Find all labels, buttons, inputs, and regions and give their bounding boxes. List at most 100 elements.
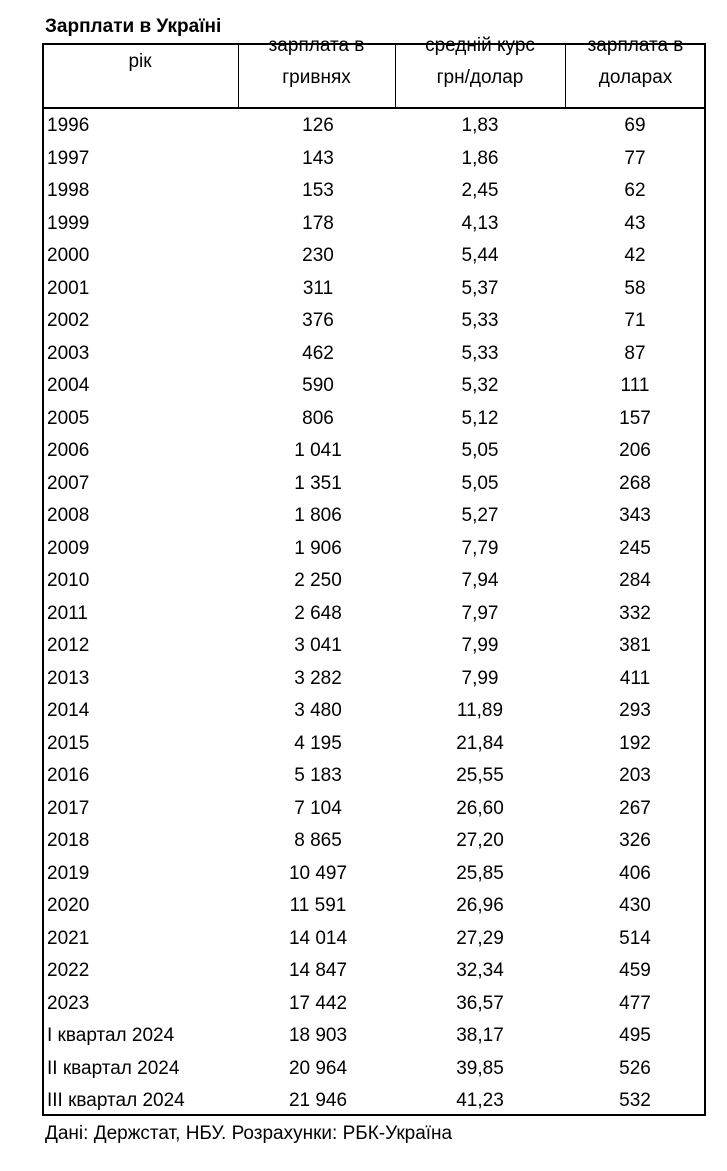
cell: 1 041 — [294, 440, 342, 461]
cell: 126 — [302, 115, 334, 136]
cell: 2009 — [47, 537, 90, 559]
cell: 5,33 — [461, 310, 499, 331]
cell: 8 865 — [294, 830, 342, 851]
cell: 2004 — [47, 375, 90, 396]
cell: 1997 — [47, 147, 90, 169]
cell: 311 — [302, 277, 334, 299]
column-divider — [238, 43, 239, 107]
cell: 2019 — [47, 862, 90, 884]
header-cell: зарплата в — [268, 35, 365, 56]
cell: II квартал 2024 — [47, 1057, 180, 1079]
cell: 26,60 — [456, 797, 504, 819]
cell: 143 — [302, 147, 334, 169]
cell: 2017 — [47, 797, 90, 819]
cell: 5,05 — [461, 440, 499, 461]
cell: 69 — [624, 115, 646, 136]
cell: 5,27 — [461, 505, 499, 526]
cell: 2005 — [47, 407, 90, 429]
cell: 326 — [619, 830, 651, 851]
cell: 111 — [620, 375, 650, 396]
cell: 495 — [619, 1025, 651, 1046]
header-divider — [42, 107, 706, 109]
title: Зарплати в Україні — [45, 16, 222, 37]
cell: 590 — [302, 375, 334, 396]
cell: 2000 — [47, 245, 90, 266]
cell: 18 903 — [288, 1025, 348, 1046]
cell: 526 — [619, 1057, 651, 1079]
cell: 10 497 — [288, 862, 348, 884]
cell: I квартал 2024 — [47, 1025, 175, 1046]
header-cell: средній курс — [425, 35, 535, 56]
cell: 58 — [624, 277, 646, 299]
cell: 36,57 — [456, 992, 504, 1014]
cell: 71 — [624, 310, 646, 331]
cell: 1 351 — [294, 472, 342, 494]
cell: 14 847 — [288, 960, 348, 981]
cell: 477 — [619, 992, 651, 1014]
cell: 2022 — [47, 960, 90, 981]
cell: 268 — [619, 472, 651, 494]
cell: 5,33 — [461, 342, 499, 364]
cell: 1998 — [47, 180, 90, 201]
cell: III квартал 2024 — [47, 1090, 185, 1111]
cell: 2 648 — [294, 602, 342, 624]
cell: 62 — [624, 180, 646, 201]
cell: 32,34 — [456, 960, 504, 981]
cell: 21 946 — [288, 1090, 348, 1111]
cell: 2012 — [47, 635, 90, 656]
cell: 2003 — [47, 342, 90, 364]
cell: 406 — [619, 862, 651, 884]
cell: 2 250 — [294, 570, 342, 591]
table-border — [42, 1114, 706, 1116]
cell: 1999 — [47, 212, 90, 234]
cell: 4,13 — [461, 212, 499, 234]
cell: 381 — [619, 635, 651, 656]
cell: 178 — [302, 212, 334, 234]
header-cell: доларах — [598, 67, 673, 88]
cell: 7,79 — [461, 537, 499, 559]
cell: 20 964 — [288, 1057, 348, 1079]
cell: 293 — [619, 700, 651, 721]
cell: 41,23 — [456, 1090, 504, 1111]
header-cell: грн/долар — [436, 67, 524, 88]
cell: 2006 — [47, 440, 90, 461]
cell: 2008 — [47, 505, 90, 526]
cell: 2011 — [47, 602, 88, 624]
cell: 5,12 — [461, 407, 499, 429]
cell: 7,94 — [461, 570, 499, 591]
cell: 157 — [619, 407, 651, 429]
cell: 332 — [619, 602, 651, 624]
cell: 230 — [302, 245, 334, 266]
cell: 87 — [624, 342, 646, 364]
cell: 245 — [619, 537, 651, 559]
table-border — [42, 43, 706, 45]
column-divider — [395, 43, 396, 107]
header-cell: гривнях — [282, 67, 351, 88]
cell: 21,84 — [456, 732, 504, 754]
cell: 14 014 — [288, 927, 348, 949]
source: Дані: Держстат, НБУ. Розрахунки: РБК-Укр… — [45, 1123, 453, 1144]
cell: 1996 — [47, 115, 90, 136]
cell: 2023 — [47, 992, 90, 1014]
cell: 459 — [619, 960, 651, 981]
cell: 153 — [302, 180, 334, 201]
cell: 5,05 — [461, 472, 499, 494]
cell: 27,29 — [456, 927, 504, 949]
cell: 11,89 — [456, 700, 504, 721]
cell: 42 — [624, 245, 646, 266]
cell: 1 906 — [294, 537, 342, 559]
cell: 3 282 — [294, 667, 342, 689]
cell: 2021 — [47, 927, 90, 949]
cell: 343 — [619, 505, 651, 526]
cell: 532 — [619, 1090, 651, 1111]
cell: 206 — [619, 440, 651, 461]
cell: 5,32 — [461, 375, 499, 396]
cell: 2002 — [47, 310, 90, 331]
cell: 3 041 — [294, 635, 342, 656]
cell: 38,17 — [456, 1025, 504, 1046]
cell: 2010 — [47, 570, 90, 591]
cell: 5,37 — [461, 277, 499, 299]
cell: 2018 — [47, 830, 90, 851]
cell: 2016 — [47, 765, 90, 786]
